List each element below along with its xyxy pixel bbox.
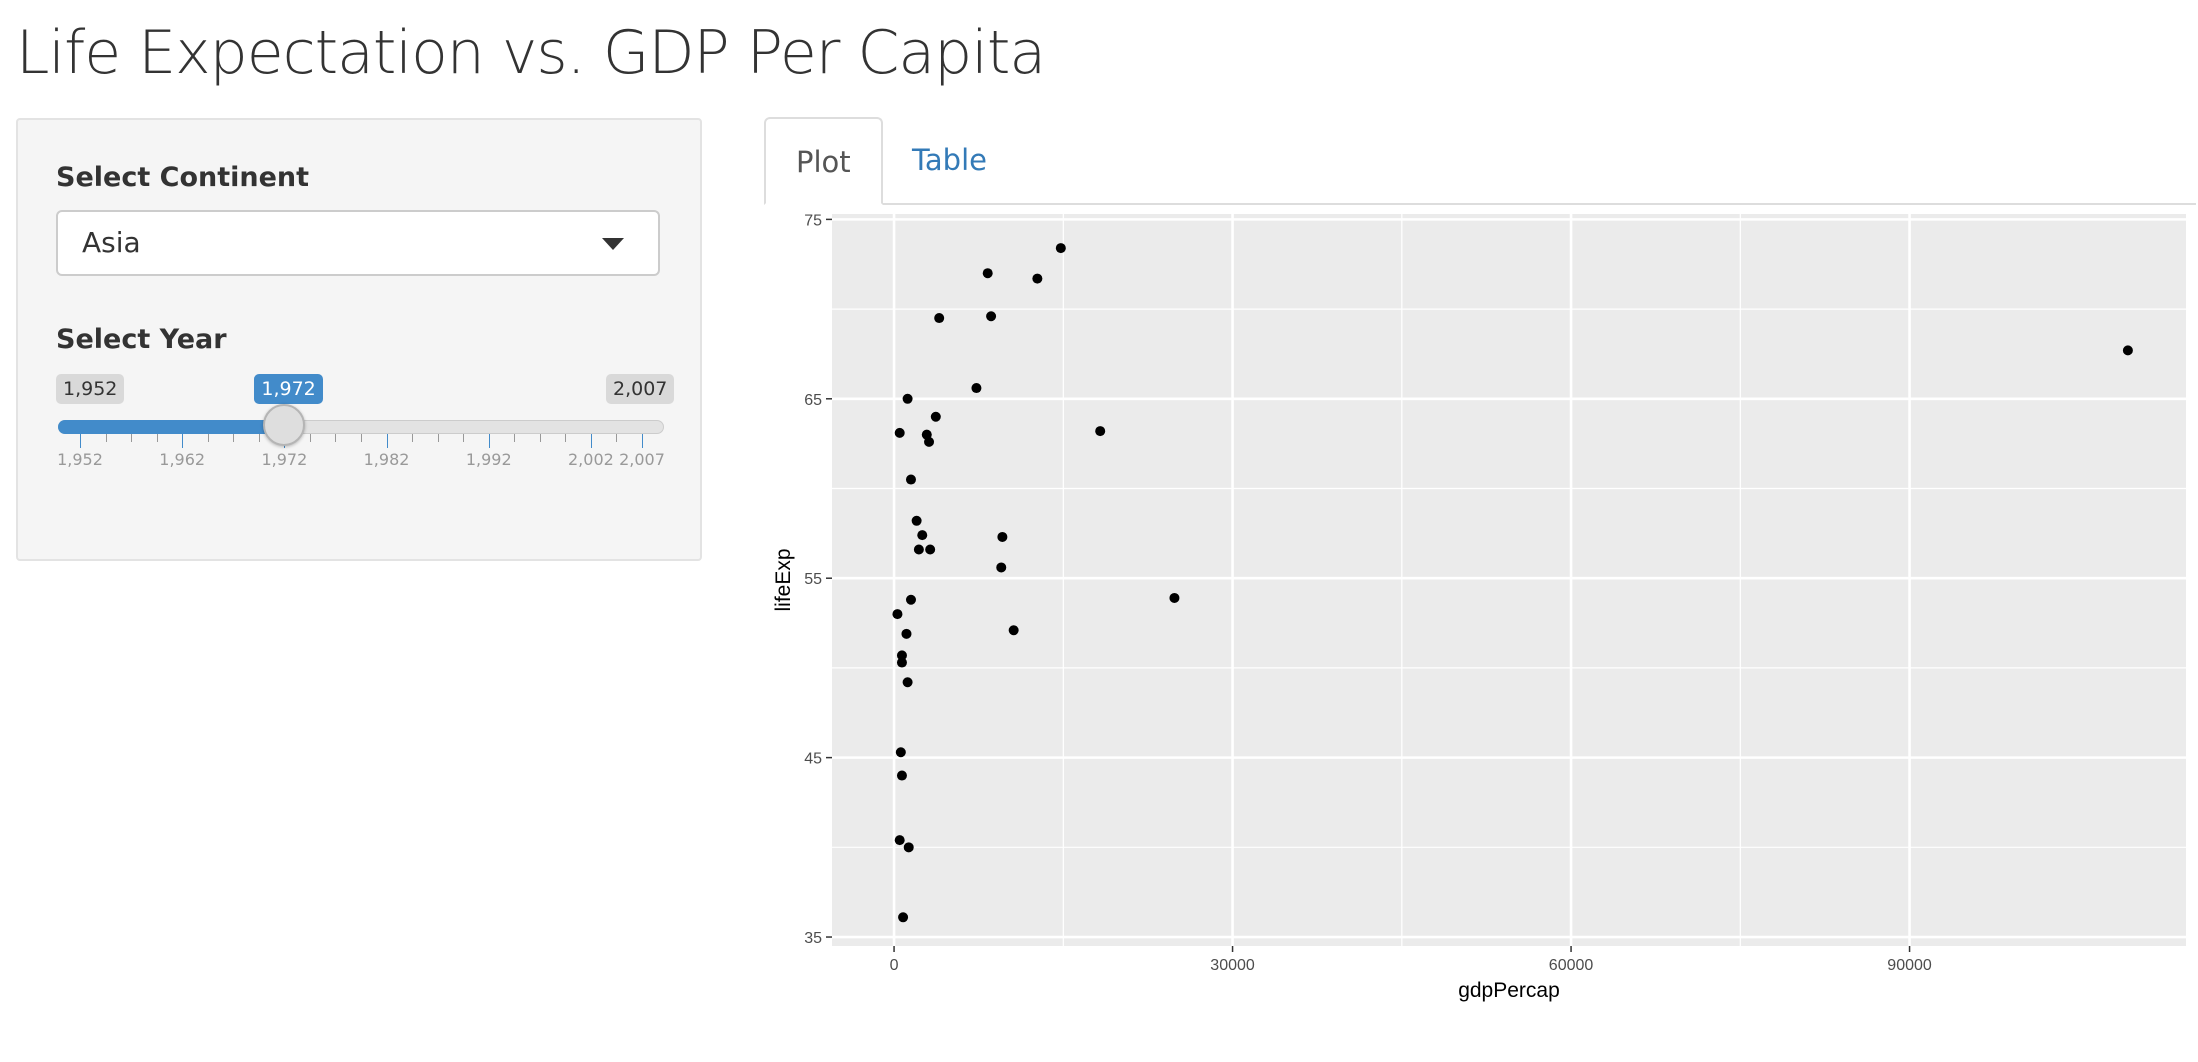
x-tick-label: 60000 xyxy=(1549,957,1594,974)
data-point xyxy=(1008,625,1019,636)
data-point xyxy=(1055,243,1066,254)
data-point xyxy=(996,562,1007,573)
slider-minor-tick xyxy=(105,434,107,442)
data-point xyxy=(913,544,924,555)
slider-minor-tick xyxy=(335,434,337,442)
data-point xyxy=(1169,592,1180,603)
x-tick-label: 90000 xyxy=(1887,957,1932,974)
data-point xyxy=(1095,426,1106,437)
slider-tick-label: 1,962 xyxy=(159,450,206,469)
slider-minor-tick xyxy=(258,434,260,442)
y-tick-label: 35 xyxy=(804,930,822,947)
data-point xyxy=(903,842,914,853)
slider-minor-tick xyxy=(539,434,541,442)
data-point xyxy=(894,427,905,438)
slider-tick-label: 1,992 xyxy=(465,450,512,469)
scatter-plot: 0 30000 60000 90000 35 45 55 65 75 gdpPercap lifeE… xyxy=(772,212,2186,1002)
slider-max-label: 2,007 xyxy=(606,374,675,404)
plot-panel xyxy=(832,214,2186,946)
slider-tick-label: 1,982 xyxy=(363,450,410,469)
slider-minor-tick xyxy=(437,434,439,442)
data-point xyxy=(930,411,941,422)
continent-label: Select Continent xyxy=(56,162,310,193)
data-point xyxy=(982,268,993,279)
y-axis-title: lifeExp xyxy=(772,548,795,611)
y-tick-label: 75 xyxy=(804,212,822,229)
slider-minor-tick xyxy=(131,434,133,442)
slider-major-tick xyxy=(386,434,388,448)
slider-minor-tick xyxy=(156,434,158,442)
slider-major-tick xyxy=(80,434,81,448)
data-point xyxy=(896,770,907,781)
data-point xyxy=(892,609,903,620)
x-axis-title: gdpPercap xyxy=(1458,979,1560,1002)
year-slider-handle[interactable] xyxy=(263,404,306,446)
slider-minor-tick xyxy=(616,434,618,442)
slider-minor-tick xyxy=(463,434,465,442)
slider-minor-tick xyxy=(207,434,209,442)
data-point xyxy=(917,530,928,541)
chevron-down-icon[interactable] xyxy=(602,238,624,250)
data-point xyxy=(905,594,916,605)
slider-value-label: 1,972 xyxy=(254,374,323,404)
slider-tick-label: 2,007 xyxy=(619,450,665,469)
slider-tick-label: 2,002 xyxy=(568,450,614,469)
slider-major-tick xyxy=(488,434,490,448)
slider-minor-tick xyxy=(565,434,567,442)
slider-major-tick xyxy=(590,434,592,448)
data-point xyxy=(925,544,936,555)
slider-tick-label: 1,952 xyxy=(57,450,103,469)
slider-min-label: 1,952 xyxy=(56,374,125,404)
slider-minor-tick xyxy=(514,434,516,442)
slider-minor-tick xyxy=(361,434,362,442)
year-label: Select Year xyxy=(56,324,227,355)
slider-minor-tick xyxy=(412,434,414,442)
page-title: Life Expectation vs. GDP Per Capita xyxy=(16,18,1046,88)
data-point xyxy=(895,747,906,758)
x-tick-label: 0 xyxy=(890,957,899,974)
x-tick-label: 30000 xyxy=(1210,957,1255,974)
data-point xyxy=(971,383,982,394)
y-tick-label: 55 xyxy=(804,571,822,588)
data-point xyxy=(1032,273,1043,284)
slider-minor-tick xyxy=(309,434,311,442)
y-tick-label: 65 xyxy=(804,392,822,409)
data-point xyxy=(997,531,1008,542)
data-point xyxy=(896,650,907,661)
slider-minor-tick xyxy=(233,434,235,442)
tab-plot[interactable]: Plot xyxy=(764,117,883,205)
data-point xyxy=(2122,345,2133,356)
data-point xyxy=(894,835,905,846)
data-point xyxy=(902,393,913,404)
data-point xyxy=(896,657,907,668)
slider-major-tick xyxy=(642,434,643,448)
slider-major-tick xyxy=(182,434,184,448)
data-point xyxy=(901,628,912,639)
continent-select-value: Asia xyxy=(82,226,141,259)
slider-tick-label: 1,972 xyxy=(261,450,308,469)
data-point xyxy=(986,311,997,322)
data-point xyxy=(898,912,909,923)
tab-table[interactable]: Table xyxy=(912,143,987,177)
tab-bar: Plot Table xyxy=(764,117,2196,205)
data-point xyxy=(905,474,916,485)
data-point xyxy=(902,677,913,688)
data-point xyxy=(934,313,945,324)
y-tick-label: 45 xyxy=(804,751,822,768)
continent-select[interactable]: Asia xyxy=(56,210,660,276)
data-point xyxy=(924,436,935,447)
data-point xyxy=(911,515,922,526)
year-slider-fill xyxy=(58,420,285,434)
sidebar-panel: Select Continent Asia Select Year 1,952 … xyxy=(16,118,702,561)
